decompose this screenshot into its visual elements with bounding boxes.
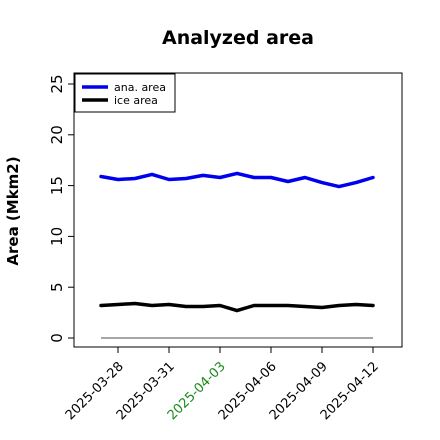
y-axis-label: Area (Mkm2) [4,156,22,265]
y-tick-label: 5 [48,282,66,292]
y-tick-label: 15 [48,176,66,195]
legend-box [74,73,176,113]
y-tick-label: 10 [48,227,66,246]
series-line-1 [99,301,375,313]
y-axis: 0 5 10 15 20 25 [48,74,74,343]
chart-title: Analyzed area [162,27,314,49]
series-line-0 [99,171,375,189]
x-axis: 2025-03-282025-03-312025-04-032025-04-06… [63,347,382,423]
y-tick-label: 25 [48,74,66,93]
plot-frame [73,72,403,348]
legend-label: ice area [114,94,158,107]
y-tick-label: 20 [48,125,66,144]
legend-label: ana. area [114,81,166,94]
series-lines [99,171,375,339]
y-tick-label: 0 [48,333,66,343]
